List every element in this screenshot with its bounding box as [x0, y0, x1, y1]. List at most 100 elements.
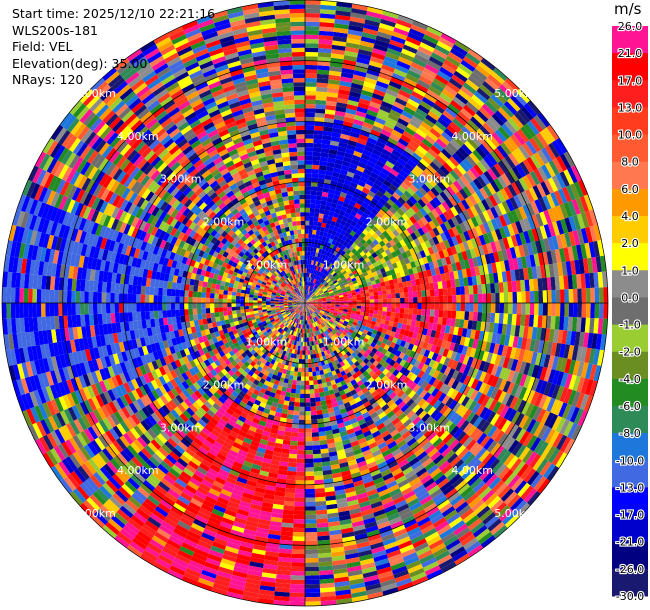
- velocity-gate: [378, 133, 390, 141]
- velocity-gate: [458, 63, 473, 76]
- velocity-gate: [335, 106, 347, 113]
- velocity-gate: [328, 289, 333, 293]
- velocity-gate: [400, 297, 405, 303]
- velocity-gate: [430, 187, 440, 197]
- velocity-gate: [294, 501, 305, 507]
- velocity-gate: [535, 213, 544, 227]
- velocity-gate: [455, 286, 461, 296]
- velocity-gate: [485, 119, 498, 133]
- velocity-gate: [361, 201, 369, 209]
- velocity-gate: [305, 475, 315, 481]
- velocity-gate: [499, 227, 507, 239]
- velocity-gate: [482, 122, 495, 135]
- velocity-gate: [498, 215, 508, 227]
- velocity-gate: [322, 269, 327, 274]
- velocity-gate: [287, 383, 293, 389]
- velocity-gate: [405, 36, 422, 46]
- velocity-gate: [354, 114, 366, 122]
- velocity-gate: [332, 36, 347, 43]
- velocity-gate: [350, 254, 357, 260]
- velocity-gate: [314, 112, 325, 118]
- velocity-gate: [341, 263, 347, 269]
- velocity-gate: [412, 308, 418, 315]
- velocity-gate: [356, 198, 364, 206]
- velocity-gate: [334, 208, 341, 215]
- velocity-gate: [422, 204, 432, 214]
- velocity-gate: [446, 172, 457, 184]
- velocity-gate: [421, 233, 429, 243]
- velocity-gate: [544, 145, 557, 161]
- velocity-gate: [490, 93, 504, 108]
- velocity-gate: [361, 279, 367, 285]
- velocity-gate: [349, 200, 357, 207]
- velocity-gate: [326, 96, 338, 103]
- velocity-gate: [305, 506, 316, 511]
- velocity-gate: [305, 151, 313, 156]
- velocity-gate: [396, 60, 411, 70]
- velocity-gate: [482, 293, 487, 303]
- velocity-gate: [533, 315, 539, 328]
- velocity-gate: [431, 208, 440, 219]
- velocity-gate: [400, 85, 414, 95]
- velocity-gate: [288, 458, 297, 463]
- velocity-gate: [366, 238, 373, 246]
- velocity-gate: [344, 222, 351, 228]
- velocity-gate: [331, 239, 337, 246]
- velocity-gate: [390, 76, 404, 86]
- velocity-gate: [442, 162, 453, 173]
- velocity-gate: [356, 219, 364, 226]
- velocity-gate: [309, 255, 313, 261]
- velocity-gate: [444, 85, 458, 97]
- velocity-gate: [412, 20, 429, 31]
- velocity-gate: [325, 170, 333, 176]
- velocity-gate: [299, 406, 305, 412]
- velocity-gate: [391, 251, 398, 258]
- velocity-gate: [389, 183, 398, 192]
- velocity-gate: [443, 239, 451, 249]
- velocity-gate: [441, 131, 453, 143]
- velocity-gate: [382, 10, 399, 19]
- velocity-gate: [405, 102, 418, 112]
- velocity-gate: [480, 57, 496, 71]
- velocity-gate: [509, 196, 519, 210]
- velocity-gate: [291, 562, 305, 567]
- velocity-gate: [307, 296, 312, 300]
- velocity-gate: [342, 59, 357, 66]
- velocity-gate: [382, 96, 395, 106]
- velocity-gate: [311, 427, 319, 433]
- velocity-gate: [329, 206, 336, 213]
- velocity-gate: [470, 134, 482, 147]
- velocity-gate: [305, 527, 317, 533]
- velocity-gate: [435, 215, 444, 226]
- velocity-gate: [427, 131, 439, 142]
- velocity-gate: [313, 279, 317, 284]
- velocity-gate: [443, 230, 452, 240]
- velocity-gate: [396, 208, 405, 217]
- velocity-gate: [385, 175, 394, 184]
- velocity-gate: [326, 161, 335, 168]
- velocity-gate: [421, 38, 437, 49]
- velocity-gate: [405, 249, 412, 258]
- velocity-gate: [460, 311, 465, 320]
- velocity-gate: [411, 136, 422, 146]
- velocity-gate: [349, 20, 365, 28]
- velocity-gate: [284, 427, 292, 433]
- velocity-gate: [532, 185, 543, 200]
- velocity-gate: [520, 125, 533, 141]
- velocity-gate: [364, 274, 370, 280]
- velocity-gate: [339, 239, 346, 245]
- velocity-gate: [369, 171, 379, 180]
- velocity-gate: [439, 303, 444, 311]
- velocity-gate: [329, 269, 334, 274]
- velocity-gate: [305, 17, 320, 22]
- velocity-gate: [333, 235, 339, 242]
- velocity-gate: [305, 64, 318, 70]
- velocity-gate: [305, 164, 313, 169]
- velocity-gate: [494, 216, 503, 229]
- velocity-gate: [415, 83, 429, 94]
- velocity-gate: [548, 177, 559, 193]
- velocity-gate: [392, 244, 399, 252]
- velocity-gate: [525, 291, 531, 303]
- velocity-gate: [311, 282, 314, 288]
- velocity-gate: [318, 282, 323, 287]
